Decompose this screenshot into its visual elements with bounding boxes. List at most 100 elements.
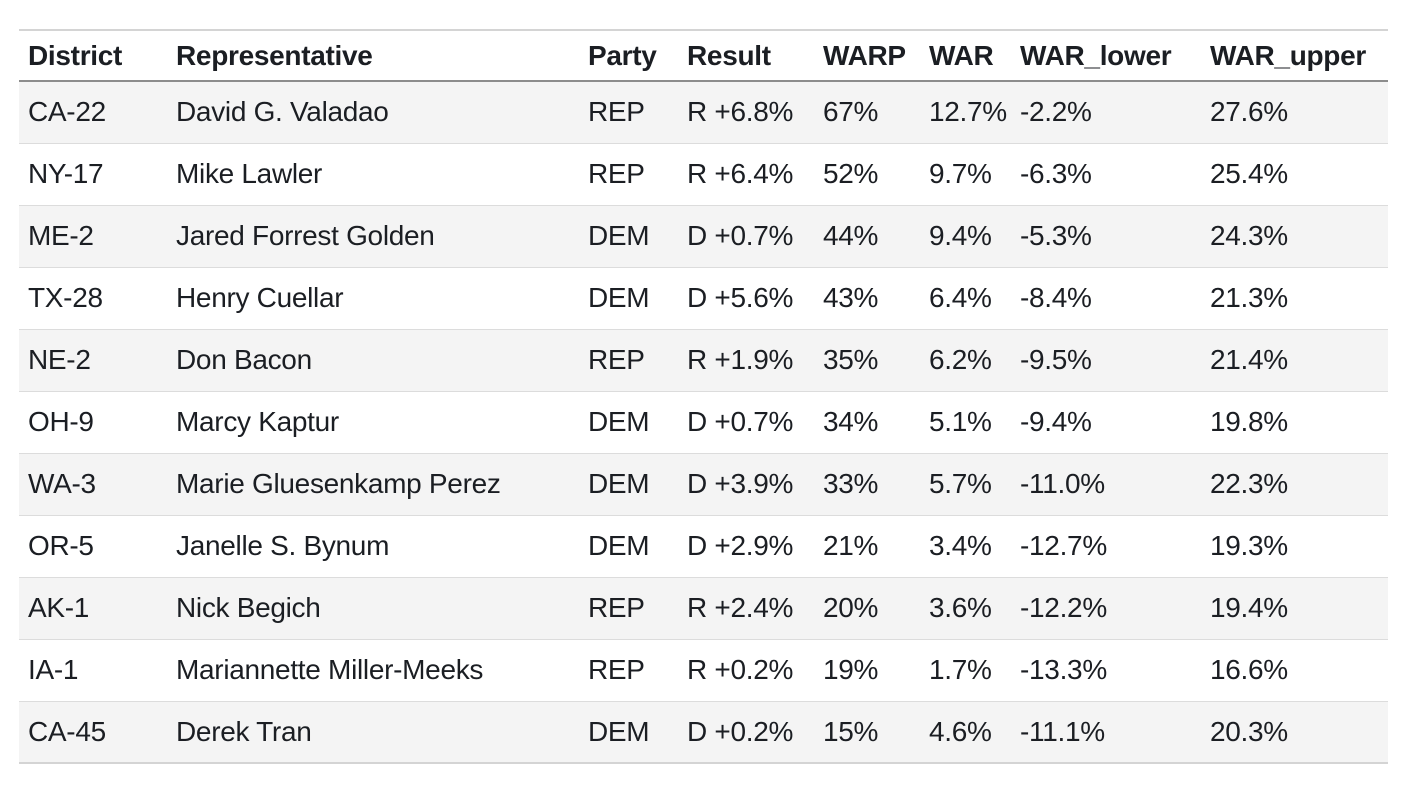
cell-result: R +6.4% xyxy=(687,158,794,189)
cell-warp: 44% xyxy=(823,220,879,251)
cell-warp: 43% xyxy=(823,282,879,313)
cell-result: R +6.8% xyxy=(687,96,794,128)
col-header-war: WAR xyxy=(920,30,1011,82)
cell-warp: 20% xyxy=(823,592,879,623)
cell-war-lower: -13.3% xyxy=(1020,654,1107,685)
table-row: CA-45 Derek Tran DEM D +0.2% 15% 4.6% -1… xyxy=(19,701,1388,763)
table-row: CA-22 David G. Valadao REP R +6.8% 67% 1… xyxy=(19,81,1388,143)
table-row: TX-28 Henry Cuellar DEM D +5.6% 43% 6.4%… xyxy=(19,267,1388,329)
cell-district: WA-3 xyxy=(28,468,96,499)
table-row: NY-17 Mike Lawler REP R +6.4% 52% 9.7% -… xyxy=(19,143,1388,205)
cell-war-upper: 24.3% xyxy=(1210,220,1288,251)
cell-district: CA-45 xyxy=(28,715,106,747)
table-row: ME-2 Jared Forrest Golden DEM D +0.7% 44… xyxy=(19,205,1388,267)
cell-warp: 52% xyxy=(823,158,879,189)
cell-district: OH-9 xyxy=(28,406,94,437)
cell-war-upper: 19.4% xyxy=(1210,592,1288,623)
cell-war: 9.4% xyxy=(929,220,992,251)
cell-party: REP xyxy=(588,344,645,375)
cell-war: 5.1% xyxy=(929,406,992,437)
cell-party: DEM xyxy=(588,530,650,561)
cell-party: REP xyxy=(588,654,645,685)
cell-war-lower: -2.2% xyxy=(1020,96,1092,128)
cell-war: 5.7% xyxy=(929,468,992,499)
cell-war: 6.4% xyxy=(929,282,992,313)
cell-warp: 19% xyxy=(823,654,879,685)
cell-party: DEM xyxy=(588,715,650,747)
table-row: WA-3 Marie Gluesenkamp Perez DEM D +3.9%… xyxy=(19,453,1388,515)
cell-war: 6.2% xyxy=(929,344,992,375)
col-header-result: Result xyxy=(678,30,814,82)
cell-representative: Marcy Kaptur xyxy=(176,406,339,437)
cell-party: REP xyxy=(588,592,645,623)
cell-representative: Janelle S. Bynum xyxy=(176,530,390,561)
cell-representative: Mike Lawler xyxy=(176,158,323,189)
cell-war-lower: -11.0% xyxy=(1020,468,1105,499)
cell-district: CA-22 xyxy=(28,96,106,128)
cell-warp: 35% xyxy=(823,344,879,375)
cell-war: 1.7% xyxy=(929,654,992,685)
cell-result: R +2.4% xyxy=(687,592,794,623)
cell-district: IA-1 xyxy=(28,654,79,685)
cell-war-lower: -5.3% xyxy=(1020,220,1092,251)
cell-war-lower: -6.3% xyxy=(1020,158,1092,189)
cell-warp: 67% xyxy=(823,96,879,128)
cell-war-lower: -12.7% xyxy=(1020,530,1107,561)
cell-district: AK-1 xyxy=(28,592,90,623)
cell-war-upper: 19.3% xyxy=(1210,530,1288,561)
cell-war: 3.6% xyxy=(929,592,992,623)
cell-war-upper: 21.3% xyxy=(1210,282,1288,313)
col-header-representative: Representative xyxy=(167,30,579,82)
cell-war-upper: 16.6% xyxy=(1210,654,1288,685)
cell-war: 4.6% xyxy=(929,715,992,747)
cell-representative: Henry Cuellar xyxy=(176,282,344,313)
cell-district: NE-2 xyxy=(28,344,91,375)
cell-war-upper: 21.4% xyxy=(1210,344,1288,375)
cell-representative: Nick Begich xyxy=(176,592,321,623)
cell-result: D +3.9% xyxy=(687,468,794,499)
table-row: NE-2 Don Bacon REP R +1.9% 35% 6.2% -9.5… xyxy=(19,329,1388,391)
table-row: OR-5 Janelle S. Bynum DEM D +2.9% 21% 3.… xyxy=(19,515,1388,577)
cell-party: REP xyxy=(588,96,645,128)
cell-district: OR-5 xyxy=(28,530,94,561)
table-row: IA-1 Mariannette Miller-Meeks REP R +0.2… xyxy=(19,639,1388,701)
cell-warp: 21% xyxy=(823,530,879,561)
cell-war-upper: 22.3% xyxy=(1210,468,1288,499)
cell-war-lower: -12.2% xyxy=(1020,592,1107,623)
cell-representative: Mariannette Miller-Meeks xyxy=(176,654,484,685)
cell-party: REP xyxy=(588,158,645,189)
representatives-war-table: District Representative Party Result WAR… xyxy=(19,29,1388,764)
col-header-war-lower: WAR_lower xyxy=(1011,30,1201,82)
table-row: AK-1 Nick Begich REP R +2.4% 20% 3.6% -1… xyxy=(19,577,1388,639)
header-row: District Representative Party Result WAR… xyxy=(19,30,1388,82)
cell-party: DEM xyxy=(588,406,650,437)
cell-party: DEM xyxy=(588,220,650,251)
cell-representative: Derek Tran xyxy=(176,715,312,747)
col-header-war-upper: WAR_upper xyxy=(1201,30,1388,82)
cell-result: D +5.6% xyxy=(687,282,794,313)
cell-district: TX-28 xyxy=(28,282,103,313)
cell-war-lower: -9.5% xyxy=(1020,344,1092,375)
cell-result: R +0.2% xyxy=(687,654,794,685)
cell-result: D +0.2% xyxy=(687,715,794,747)
cell-result: R +1.9% xyxy=(687,344,794,375)
cell-party: DEM xyxy=(588,468,650,499)
cell-warp: 15% xyxy=(823,715,879,747)
cell-war-lower: -9.4% xyxy=(1020,406,1092,437)
cell-war: 3.4% xyxy=(929,530,992,561)
cell-war-upper: 19.8% xyxy=(1210,406,1288,437)
cell-warp: 33% xyxy=(823,468,879,499)
cell-district: ME-2 xyxy=(28,220,94,251)
table-row: OH-9 Marcy Kaptur DEM D +0.7% 34% 5.1% -… xyxy=(19,391,1388,453)
col-header-warp: WARP xyxy=(814,30,920,82)
col-header-district: District xyxy=(19,30,167,82)
cell-war: 9.7% xyxy=(929,158,992,189)
representatives-war-table-container: District Representative Party Result WAR… xyxy=(19,29,1388,764)
cell-district: NY-17 xyxy=(28,158,104,189)
cell-war-upper: 25.4% xyxy=(1210,158,1288,189)
cell-result: D +2.9% xyxy=(687,530,794,561)
cell-war-lower: -8.4% xyxy=(1020,282,1092,313)
cell-representative: Don Bacon xyxy=(176,344,312,375)
col-header-party: Party xyxy=(579,30,678,82)
cell-war-upper: 20.3% xyxy=(1210,715,1288,747)
